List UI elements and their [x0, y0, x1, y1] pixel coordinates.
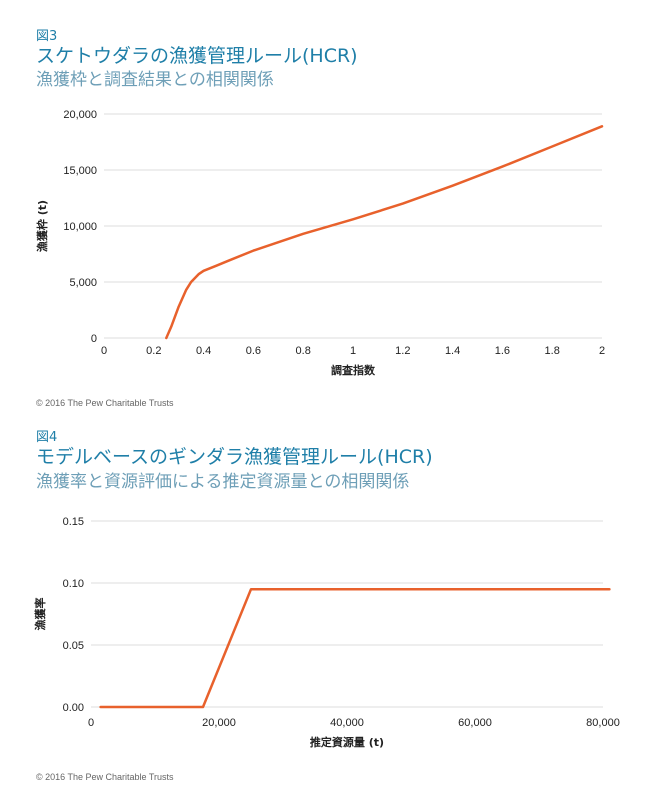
x-tick-label: 1: [350, 345, 356, 357]
figure-3-label: 図3: [36, 29, 58, 44]
x-axis-title: 調査指数: [331, 363, 376, 377]
x-tick-label: 60,000: [458, 717, 492, 729]
series-line: [165, 125, 604, 340]
y-tick-label: 15,000: [63, 165, 97, 177]
figure-3-title: スケトウダラの漁獲管理ルール(HCR): [36, 45, 358, 67]
x-tick-label: 1.4: [445, 345, 460, 357]
y-tick-label: 0.05: [63, 640, 84, 652]
series-line: [99, 587, 611, 709]
x-tick-label: 0.4: [196, 345, 211, 357]
y-tick-label: 0.15: [63, 516, 84, 528]
y-tick-label: 0.00: [63, 702, 84, 714]
y-axis-title: 漁獲枠 (t): [35, 200, 49, 252]
figure-4-title: モデルベースのギンダラ漁獲管理ルール(HCR): [36, 446, 433, 468]
figure-4-label: 図4: [36, 430, 58, 445]
y-tick-label: 0.10: [63, 578, 84, 590]
y-tick-label: 20,000: [63, 109, 97, 121]
figure-4-subtitle: 漁獲率と資源評価による推定資源量との相関関係: [36, 472, 410, 492]
y-tick-label: 0: [91, 333, 97, 345]
x-tick-label: 40,000: [330, 717, 364, 729]
x-tick-label: 2: [599, 345, 605, 357]
x-tick-label: 20,000: [202, 717, 236, 729]
figure-3-credit: © 2016 The Pew Charitable Trusts: [36, 398, 174, 408]
figure-3-chart: 0 5,000 10,000 15,000 20,000 0 0.2 0.4 0.6 0.8 1 1.…: [35, 109, 605, 377]
x-tick-label: 0: [101, 345, 107, 357]
y-axis-title: 漁獲率: [33, 598, 47, 631]
y-tick-label: 5,000: [69, 277, 97, 289]
x-axis-title: 推定資源量 (t): [310, 735, 384, 749]
x-tick-label: 80,000: [586, 717, 620, 729]
x-tick-label: 1.2: [395, 345, 410, 357]
x-tick-label: 1.6: [495, 345, 510, 357]
y-tick-label: 10,000: [63, 221, 97, 233]
figure-4-credit: © 2016 The Pew Charitable Trusts: [36, 772, 174, 782]
x-tick-label: 1.8: [545, 345, 560, 357]
x-tick-label: 0.2: [146, 345, 161, 357]
x-tick-label: 0.6: [246, 345, 261, 357]
x-tick-label: 0.8: [296, 345, 311, 357]
figure-4-chart: 0.00 0.05 0.10 0.15 0 20,000 40,000 60,000 80,00…: [33, 516, 620, 749]
x-tick-label: 0: [88, 717, 94, 729]
figure-3-subtitle: 漁獲枠と調査結果との相関関係: [36, 70, 274, 90]
